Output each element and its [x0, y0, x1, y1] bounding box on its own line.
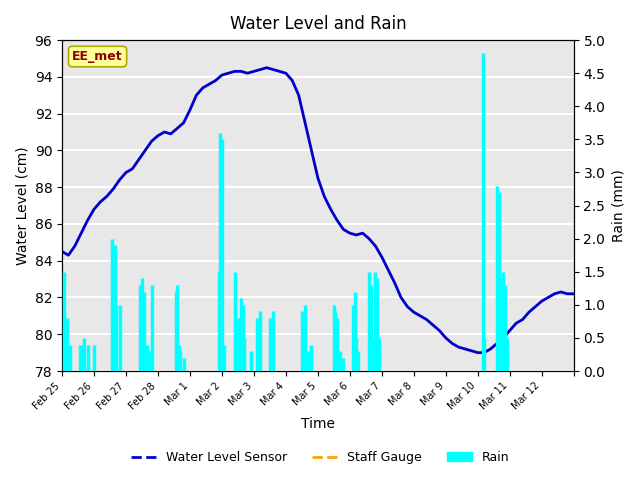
Text: EE_met: EE_met: [72, 50, 123, 63]
Title: Water Level and Rain: Water Level and Rain: [230, 15, 406, 33]
Y-axis label: Water Level (cm): Water Level (cm): [15, 146, 29, 265]
X-axis label: Time: Time: [301, 418, 335, 432]
Y-axis label: Rain (mm): Rain (mm): [611, 169, 625, 242]
Legend: Water Level Sensor, Staff Gauge, Rain: Water Level Sensor, Staff Gauge, Rain: [125, 446, 515, 469]
